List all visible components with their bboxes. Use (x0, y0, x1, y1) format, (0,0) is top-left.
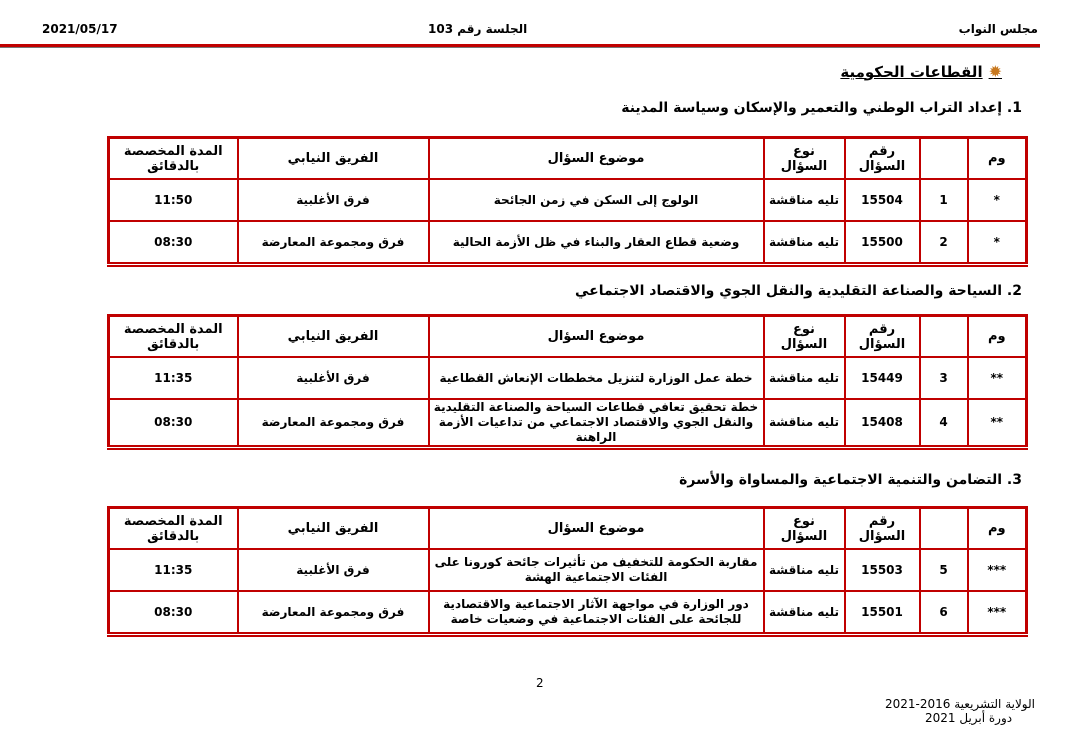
cell-subject: الولوج إلى السكن في زمن الجائحة (427, 178, 765, 222)
section-heading: 1. إعداد التراب الوطني والتعمير والإسكان… (621, 100, 1022, 116)
column-header-mark: وم (966, 314, 1028, 358)
table-row: ** 4 15408 تليه مناقشة خطة تحقيق تعافي قطاعا… (107, 398, 1028, 449)
column-header-number: رقم السؤال (843, 136, 921, 180)
sun-bullet-icon: ✹ (988, 62, 1002, 81)
session-period: دورة أبريل 2021 (925, 711, 1013, 725)
session-number: الجلسة رقم 103 (428, 22, 528, 36)
cell-number: 15501 (843, 590, 921, 636)
cell-subject: خطة عمل الوزارة لتنزيل مخططات الإنعاش ال… (427, 356, 765, 400)
cell-subject: مقاربة الحكومة للتخفيف من تأثيرات جائحة … (427, 548, 765, 592)
column-header-number: رقم السؤال (843, 506, 921, 550)
legislative-term: الولاية التشريعية 2016-2021 (885, 697, 1035, 711)
cell-number: 15449 (843, 356, 921, 400)
column-header-subject: موضوع السؤال (427, 506, 765, 550)
column-header-type: نوع السؤال (762, 314, 846, 358)
column-header-team: الفريق النيابي (236, 314, 430, 358)
page-number: 2 (536, 676, 544, 690)
cell-subject: خطة تحقيق تعافي قطاعات السياحة والصناعة … (427, 398, 765, 449)
cell-type: تليه مناقشة (762, 590, 846, 636)
cell-mark: *** (966, 548, 1028, 592)
column-header-order (918, 136, 969, 180)
cell-subject: وضعية قطاع العقار والبناء في ظل الأزمة ا… (427, 220, 765, 266)
cell-mark: ** (966, 356, 1028, 400)
cell-subject: دور الوزارة في مواجهة الآثار الاجتماعية … (427, 590, 765, 636)
cell-mark: * (966, 220, 1028, 266)
column-header-mark: وم (966, 506, 1028, 550)
title-text: القطاعات الحكومية (840, 62, 983, 81)
questions-table: وم رقم السؤال نوع السؤال موضوع السؤال الفريق… (107, 314, 1028, 450)
column-header-order (918, 314, 969, 358)
table-row: * 1 15504 تليه مناقشة الولوج إلى السكن في زم… (107, 178, 1028, 222)
section-heading: 2. السياحة والصناعة التقليدية والنقل الج… (575, 283, 1022, 299)
column-header-duration: المدة المخصصة بالدقائق (107, 314, 239, 358)
institution-name: مجلس النواب (958, 22, 1038, 36)
table-row: *** 6 15501 تليه مناقشة دور الوزارة في مواجه… (107, 590, 1028, 636)
column-header-team: الفريق النيابي (236, 506, 430, 550)
cell-mark: *** (966, 590, 1028, 636)
page-title: ✹ القطاعات الحكومية (840, 62, 1002, 81)
cell-duration: 08:30 (107, 398, 239, 449)
cell-team: فرق ومجموعة المعارضة (236, 398, 430, 449)
cell-mark: * (966, 178, 1028, 222)
table-row: * 2 15500 تليه مناقشة وضعية قطاع العقار والب… (107, 220, 1028, 266)
column-header-type: نوع السؤال (762, 136, 846, 180)
cell-number: 15408 (843, 398, 921, 449)
questions-table: وم رقم السؤال نوع السؤال موضوع السؤال الفريق… (107, 506, 1028, 637)
column-header-duration: المدة المخصصة بالدقائق (107, 506, 239, 550)
cell-team: فرق ومجموعة المعارضة (236, 220, 430, 266)
column-header-duration: المدة المخصصة بالدقائق (107, 136, 239, 180)
column-header-mark: وم (966, 136, 1028, 180)
cell-order: 2 (918, 220, 969, 266)
cell-type: تليه مناقشة (762, 356, 846, 400)
cell-order: 5 (918, 548, 969, 592)
cell-mark: ** (966, 398, 1028, 449)
session-date: 2021/05/17 (42, 22, 118, 36)
cell-order: 6 (918, 590, 969, 636)
cell-duration: 11:35 (107, 356, 239, 400)
column-header-number: رقم السؤال (843, 314, 921, 358)
cell-team: فرق الأغلبية (236, 178, 430, 222)
table-row: *** 5 15503 تليه مناقشة مقاربة الحكومة للتخف… (107, 548, 1028, 592)
table-header: وم رقم السؤال نوع السؤال موضوع السؤال الفريق… (107, 136, 1028, 180)
table-row: ** 3 15449 تليه مناقشة خطة عمل الوزارة لتنزي… (107, 356, 1028, 400)
cell-number: 15504 (843, 178, 921, 222)
cell-duration: 11:35 (107, 548, 239, 592)
cell-duration: 08:30 (107, 220, 239, 266)
column-header-type: نوع السؤال (762, 506, 846, 550)
column-header-team: الفريق النيابي (236, 136, 430, 180)
table-header: وم رقم السؤال نوع السؤال موضوع السؤال الفريق… (107, 506, 1028, 550)
cell-number: 15503 (843, 548, 921, 592)
cell-type: تليه مناقشة (762, 548, 846, 592)
cell-team: فرق الأغلبية (236, 548, 430, 592)
cell-type: تليه مناقشة (762, 398, 846, 449)
section-heading: 3. التضامن والتنمية الاجتماعية والمساواة… (679, 472, 1022, 488)
cell-order: 3 (918, 356, 969, 400)
column-header-subject: موضوع السؤال (427, 314, 765, 358)
cell-team: فرق الأغلبية (236, 356, 430, 400)
cell-type: تليه مناقشة (762, 178, 846, 222)
cell-type: تليه مناقشة (762, 220, 846, 266)
cell-order: 1 (918, 178, 969, 222)
cell-order: 4 (918, 398, 969, 449)
questions-table: وم رقم السؤال نوع السؤال موضوع السؤال الفريق… (107, 136, 1028, 267)
cell-number: 15500 (843, 220, 921, 266)
table-header: وم رقم السؤال نوع السؤال موضوع السؤال الفريق… (107, 314, 1028, 358)
cell-duration: 11:50 (107, 178, 239, 222)
column-header-order (918, 506, 969, 550)
header-rule (0, 44, 1040, 48)
cell-team: فرق ومجموعة المعارضة (236, 590, 430, 636)
cell-duration: 08:30 (107, 590, 239, 636)
column-header-subject: موضوع السؤال (427, 136, 765, 180)
